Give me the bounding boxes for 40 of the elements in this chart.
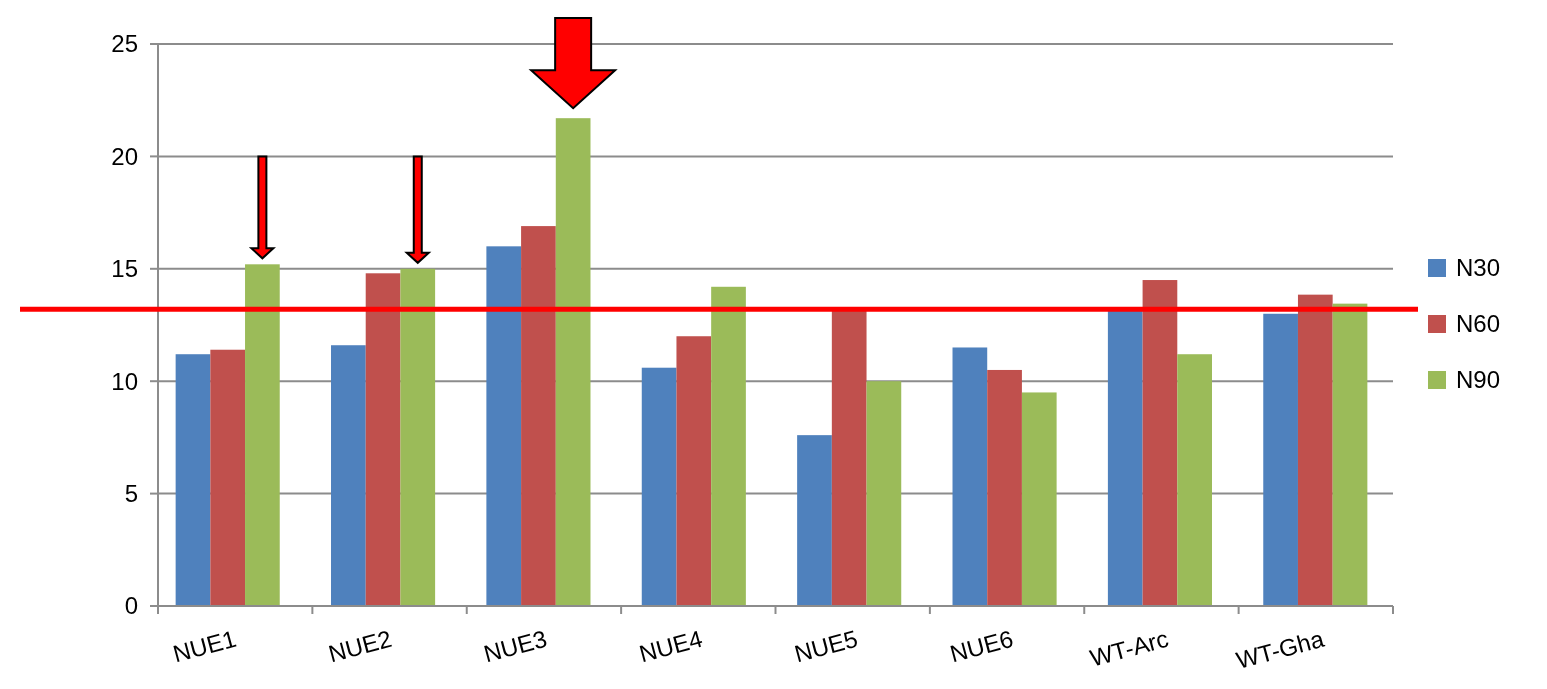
bar [641,367,677,606]
bar [987,369,1022,606]
bar [1142,280,1178,606]
bar [831,309,867,606]
x-tick-label: NUE1 [170,624,239,668]
bar [866,381,902,606]
bar [797,435,832,606]
legend-label: N60 [1456,310,1501,338]
y-tick-label: 0 [124,592,138,620]
bar [486,246,522,606]
bar [521,226,556,606]
y-tick-label: 20 [111,142,138,170]
x-tick-label: NUE6 [947,624,1016,668]
x-tick-label: WT-Gha [1233,624,1328,674]
legend-label: N30 [1456,254,1501,282]
y-tick-label: 5 [124,480,138,507]
bar [1332,303,1368,606]
legend-label: N90 [1456,366,1501,394]
y-tick-label: 25 [111,30,138,58]
bar [1297,294,1333,606]
bar [210,349,246,606]
bar [1177,354,1212,606]
bar [555,118,591,606]
x-tick-label: NUE4 [636,624,706,668]
bar [676,336,712,606]
bar [952,347,988,606]
bar [245,264,280,606]
bar [331,345,366,606]
bar [1021,392,1057,606]
bar [365,273,401,606]
bar [400,268,436,606]
x-tick-label: NUE2 [325,624,395,668]
y-tick-label: 10 [111,367,138,395]
x-tick-label: NUE3 [480,624,550,668]
x-tick-label: WT-Arc [1086,624,1172,672]
bar [711,286,746,606]
bar [1263,313,1298,606]
bar [175,354,211,606]
x-tick-label: NUE5 [791,624,861,668]
y-tick-label: 15 [111,255,138,283]
